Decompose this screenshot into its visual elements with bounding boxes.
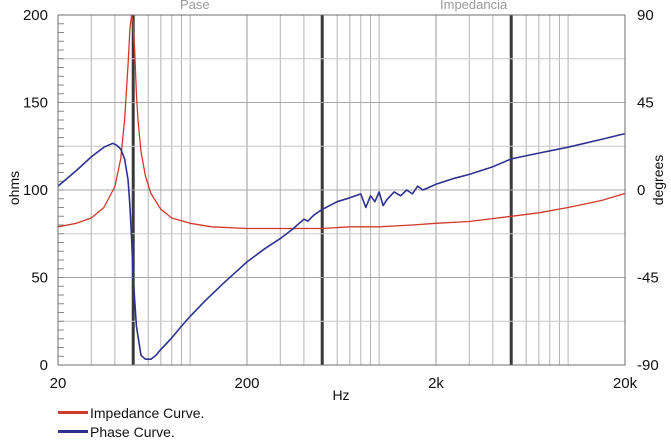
y-right-tick-label: -45 bbox=[637, 270, 659, 287]
y-right-tick-label: -90 bbox=[637, 357, 659, 374]
legend-swatch-phase bbox=[58, 430, 88, 433]
y-axis-left-ticks: 0 50 100 150 200 bbox=[23, 7, 48, 374]
x-tick-label: 200 bbox=[234, 375, 259, 392]
y-left-tick-label: 200 bbox=[23, 7, 48, 24]
phase-curve bbox=[57, 132, 626, 361]
x-axis-ticks: 20 200 2k 20k bbox=[50, 375, 638, 392]
header-label-impedance: Impedancia bbox=[440, 0, 508, 12]
curves bbox=[57, 14, 626, 361]
y-left-tick-label: 150 bbox=[23, 95, 48, 112]
y-right-tick-label: 45 bbox=[637, 95, 654, 112]
y-left-tick-label: 50 bbox=[31, 270, 48, 287]
legend-item-impedance: Impedance Curve. bbox=[58, 403, 204, 422]
grid-lines bbox=[58, 14, 625, 366]
x-tick-label: 20k bbox=[613, 375, 638, 392]
y-right-tick-label: 0 bbox=[637, 182, 645, 199]
legend-label-phase: Phase Curve. bbox=[90, 423, 175, 440]
y-axis-right-ticks: -90 -45 0 45 90 bbox=[637, 7, 659, 374]
plot-frame bbox=[57, 14, 626, 366]
legend-swatch-impedance bbox=[58, 411, 88, 414]
x-tick-label: 2k bbox=[428, 375, 444, 392]
header-label-phase: Pase bbox=[180, 0, 210, 12]
y-axis-right-title: degrees bbox=[650, 155, 666, 206]
legend: Impedance Curve. Phase Curve. bbox=[58, 403, 204, 441]
y-left-tick-label: 100 bbox=[23, 182, 48, 199]
legend-item-phase: Phase Curve. bbox=[58, 422, 204, 441]
impedance-curve bbox=[57, 14, 626, 230]
y-axis-left-title: ohms bbox=[6, 171, 22, 205]
x-axis-title: Hz bbox=[332, 387, 349, 403]
y-left-tick-label: 0 bbox=[40, 357, 48, 374]
legend-label-impedance: Impedance Curve. bbox=[90, 404, 205, 421]
x-tick-label: 20 bbox=[50, 375, 67, 392]
y-right-tick-label: 90 bbox=[637, 7, 654, 24]
